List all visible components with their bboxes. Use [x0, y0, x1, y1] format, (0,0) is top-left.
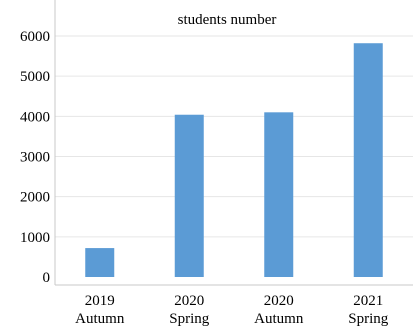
y-tick-label: 4000: [20, 109, 50, 125]
x-tick-label: Autumn: [75, 311, 125, 327]
bars: [85, 43, 383, 278]
x-tick-label: 2020: [264, 293, 294, 309]
x-tick-label: 2021: [353, 293, 383, 309]
axes: [54, 0, 413, 286]
y-tick-label: 5000: [20, 69, 50, 85]
x-tick-labels: 2019 Autumn 2020 Spring 2020 Autumn 2021 Spring: [75, 293, 389, 327]
x-tick-label: 2019: [85, 293, 115, 309]
chart-title: students number: [178, 12, 277, 28]
y-tick-label: 1000: [20, 230, 50, 246]
y-tick-label: 2000: [20, 190, 50, 206]
x-tick-label: Autumn: [254, 311, 304, 327]
y-tick-label: 3000: [20, 150, 50, 166]
bar: [353, 43, 383, 278]
x-tick-label: Spring: [348, 311, 389, 327]
grid-lines: [55, 35, 413, 238]
bar: [264, 112, 294, 277]
y-tick-label: 6000: [20, 29, 50, 45]
x-tick-label: Spring: [169, 311, 210, 327]
y-tick-labels: 0 1000 2000 3000 4000 5000 6000: [20, 29, 50, 286]
bar: [85, 248, 115, 277]
x-tick-label: 2020: [174, 293, 204, 309]
bar: [174, 114, 204, 277]
y-tick-label: 0: [43, 270, 51, 286]
